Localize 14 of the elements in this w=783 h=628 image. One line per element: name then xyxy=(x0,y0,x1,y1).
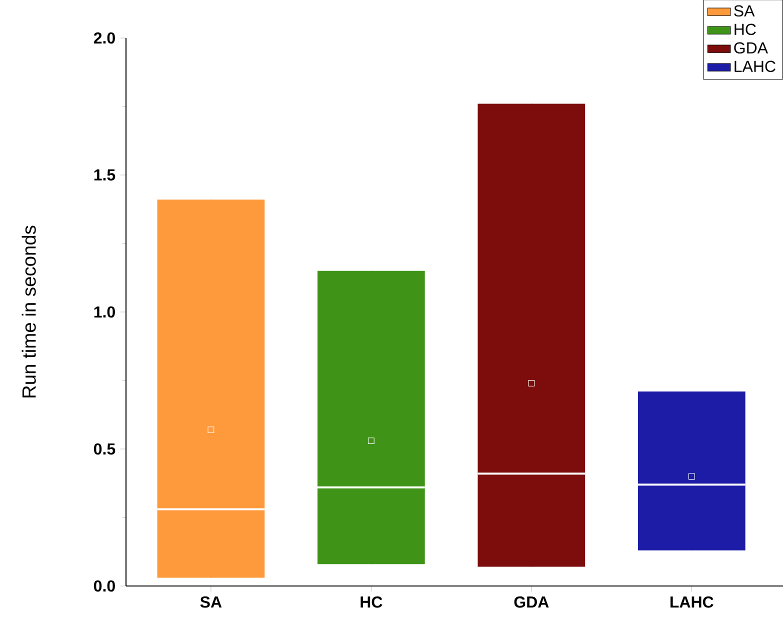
legend-label: LAHC xyxy=(734,60,776,72)
x-tick-label: SA xyxy=(200,596,222,608)
y-tick-label: 2.0 xyxy=(94,32,115,44)
y-tick-label: 0.0 xyxy=(94,580,115,592)
x-tick-label: HC xyxy=(360,596,382,608)
y-tick-label: 1.5 xyxy=(94,169,116,181)
y-tick-label: 1.0 xyxy=(94,306,115,318)
x-tick-label: LAHC xyxy=(670,596,714,608)
legend-label: HC xyxy=(734,24,756,36)
y-tick-label: 0.5 xyxy=(94,443,116,455)
y-axis-title: Run time in seconds xyxy=(22,226,36,398)
legend-label: SA xyxy=(734,5,755,17)
legend-label: GDA xyxy=(734,42,768,54)
x-tick-label: GDA xyxy=(514,596,549,608)
